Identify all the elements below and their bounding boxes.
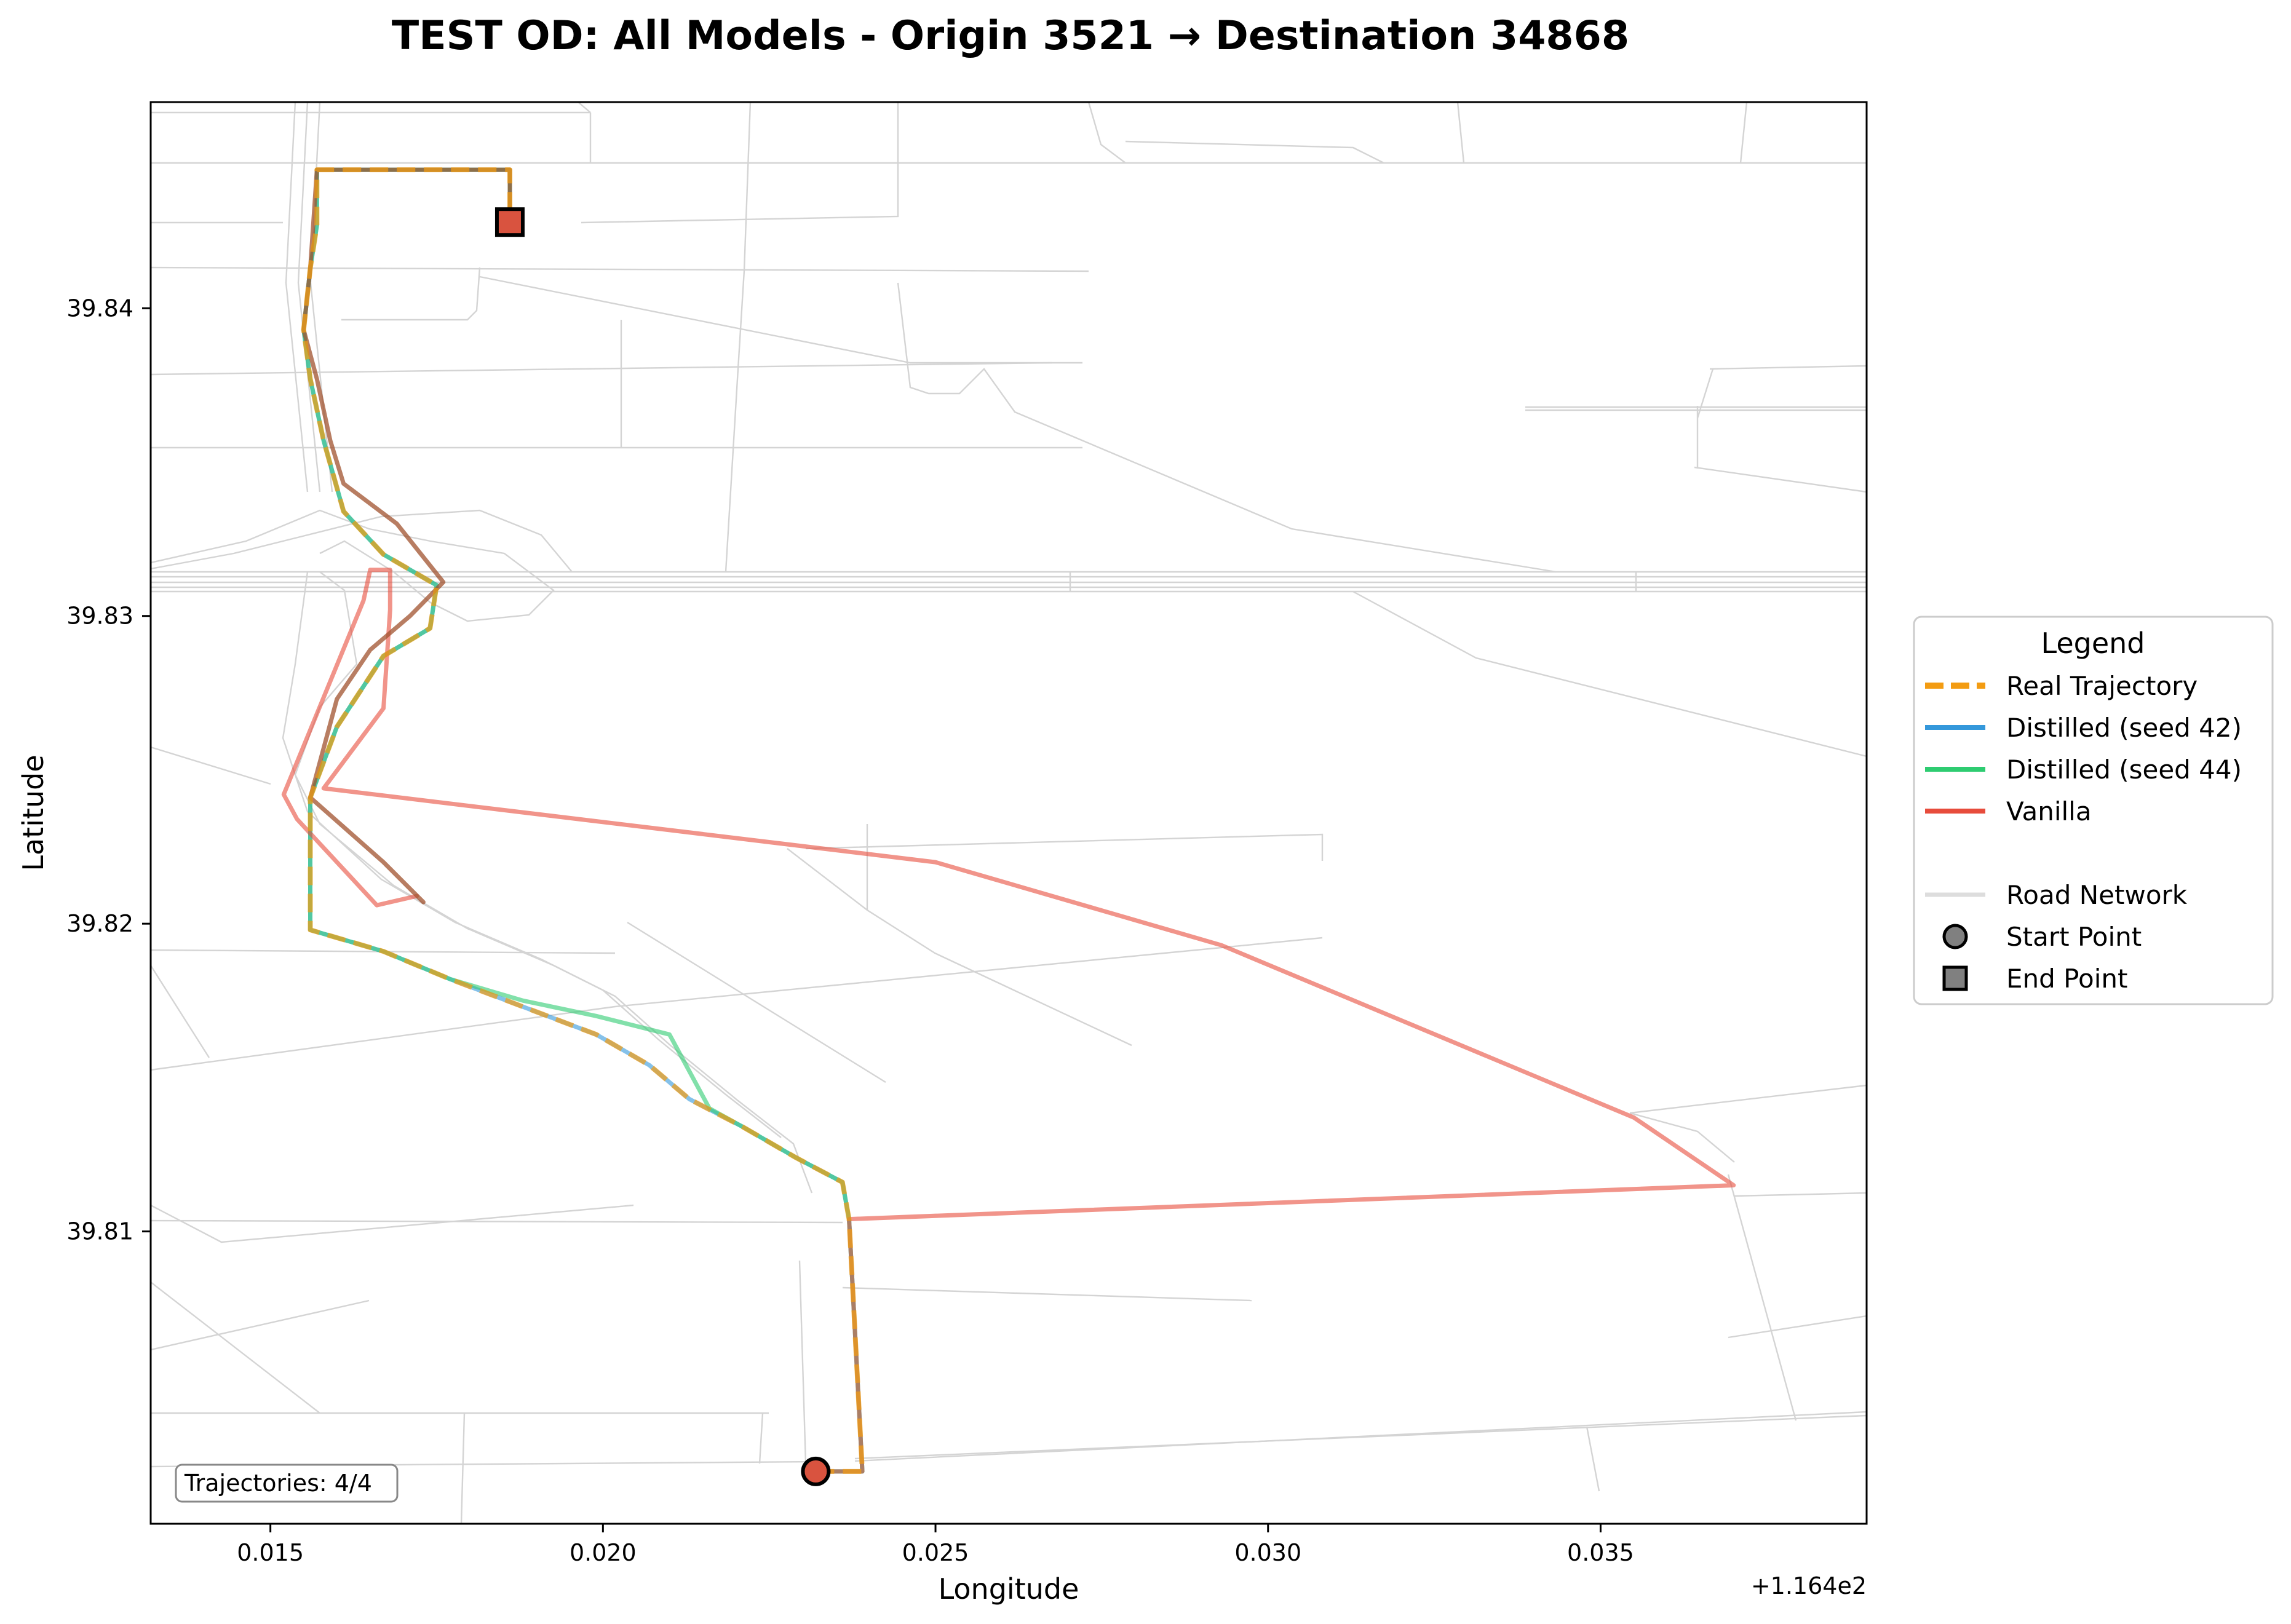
- legend-label-road-network: Road Network: [2006, 880, 2188, 910]
- x-tick-label: 0.020: [570, 1539, 637, 1566]
- y-tick-label: 39.82: [66, 910, 133, 937]
- x-axis-label: Longitude: [939, 1572, 1079, 1606]
- legend-label-distilled-seed-42: Distilled (seed 42): [2006, 713, 2242, 743]
- y-axis-label: Latitude: [17, 755, 50, 871]
- legend-label-end-point: End Point: [2006, 964, 2127, 994]
- plot-frame: [149, 101, 1868, 1525]
- end-point-marker: [494, 207, 525, 237]
- x-axis: 0.015 0.020 0.025 0.030 0.035: [237, 1524, 1634, 1566]
- legend-label-distilled-seed-44: Distilled (seed 44): [2006, 755, 2242, 785]
- legend-label-start-point: Start Point: [2006, 922, 2142, 952]
- trajectories: [281, 167, 1736, 1474]
- legend-title: Legend: [2041, 627, 2145, 660]
- trajectory-line-real: [301, 167, 865, 1474]
- trajectory-count-label: Trajectories: 4/4: [184, 1470, 372, 1497]
- y-tick-label: 39.84: [66, 295, 133, 322]
- plot-area: Trajectories: 4/4: [151, 102, 1867, 1524]
- legend: Legend Real Trajectory Distilled (seed 42…: [1913, 616, 2274, 1005]
- x-tick-label: 0.025: [902, 1539, 969, 1566]
- y-tick-label: 39.83: [66, 603, 133, 630]
- trajectory-line-vanilla: [281, 568, 1736, 1474]
- x-tick-label: 0.015: [237, 1539, 304, 1566]
- legend-swatch-end-point: [1942, 965, 1968, 991]
- legend-label-real-trajectory: Real Trajectory: [2006, 671, 2198, 701]
- legend-items: Real Trajectory Distilled (seed 42) Distil…: [1925, 671, 2242, 994]
- legend-swatch-start-point: [1942, 924, 1968, 949]
- legend-label-vanilla: Vanilla: [2006, 796, 2092, 826]
- chart-title: TEST OD: All Models - Origin 3521 → Dest…: [392, 13, 1629, 59]
- x-axis-offset-label: +1.164e2: [1751, 1572, 1867, 1599]
- trajectory-count-box: Trajectories: 4/4: [175, 1464, 399, 1503]
- plot-background: [151, 102, 1867, 1524]
- legend-box: [1913, 616, 2274, 1005]
- x-tick-label: 0.035: [1567, 1539, 1634, 1566]
- y-axis: 39.81 39.82 39.83 39.84: [66, 295, 151, 1245]
- start-point-marker: [801, 1456, 831, 1486]
- y-tick-label: 39.81: [66, 1218, 133, 1245]
- x-tick-label: 0.030: [1234, 1539, 1301, 1566]
